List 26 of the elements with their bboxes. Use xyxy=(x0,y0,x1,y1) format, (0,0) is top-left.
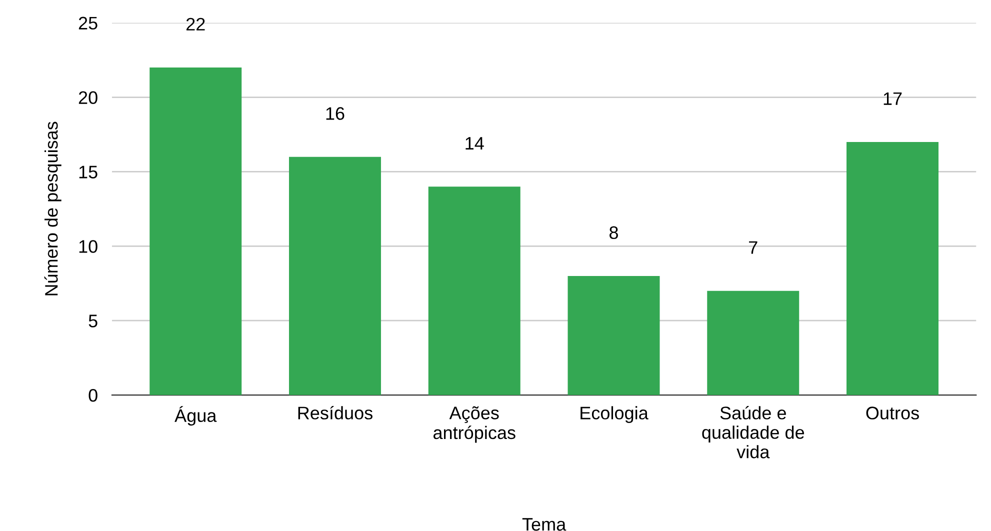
x-tick-label: Água xyxy=(174,406,217,426)
x-tick-label: Resíduos xyxy=(298,406,372,420)
data-label: 14 xyxy=(466,137,484,150)
data-label: 17 xyxy=(884,92,902,105)
x-tick-label: Saúde e qualidade de vida xyxy=(702,406,804,458)
bar xyxy=(150,68,242,396)
data-label: 7 xyxy=(749,241,758,254)
x-tick-label: Ecologia xyxy=(580,406,648,424)
y-tick-label: 5 xyxy=(88,314,98,328)
bar xyxy=(568,276,660,396)
x-tick-label: Outros xyxy=(866,406,919,420)
y-axis-title: Número de pesquisas xyxy=(44,122,62,296)
y-tick-label: 10 xyxy=(79,240,98,253)
data-label: 8 xyxy=(610,226,618,240)
bar xyxy=(428,186,520,396)
data-label: 22 xyxy=(186,18,205,30)
x-tick-label: Ações antrópicas xyxy=(433,406,516,443)
y-tick-label: 25 xyxy=(78,16,98,30)
bar xyxy=(288,156,381,396)
x-axis-title: Tema xyxy=(522,518,566,531)
y-tick-label: 15 xyxy=(79,166,98,178)
bar xyxy=(846,142,939,396)
y-tick-label: 20 xyxy=(78,91,98,104)
y-tick-label: 0 xyxy=(88,389,98,402)
data-label: 16 xyxy=(326,107,344,120)
bar xyxy=(707,290,800,396)
